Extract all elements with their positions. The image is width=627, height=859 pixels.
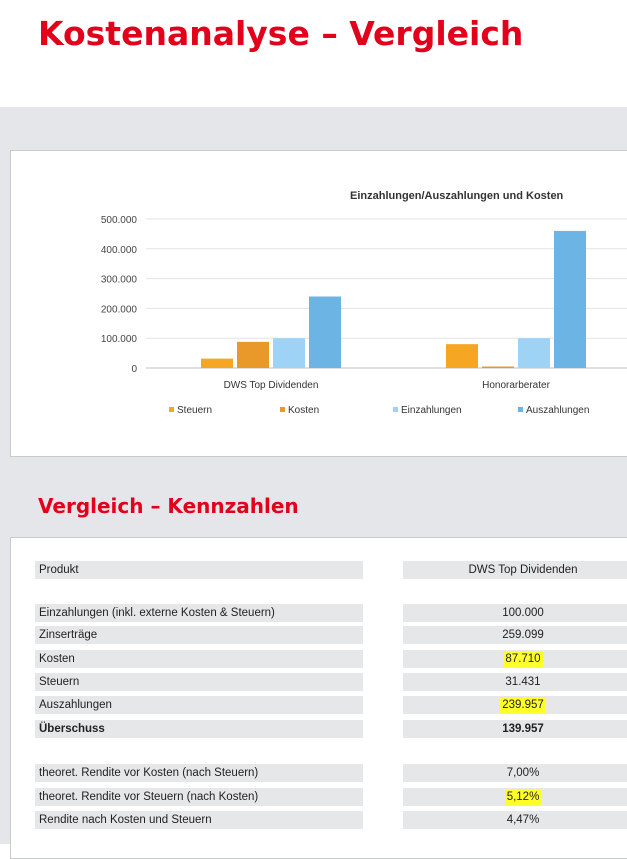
row-value: 139.957 [403,720,627,738]
row-value: 239.957 [403,696,627,714]
y-tick-label: 0 [131,364,137,375]
value-text: 7,00% [506,767,540,779]
legend-swatch [169,407,174,412]
kennzahlen-table: Produkt DWS Top Dividenden Einzahlungen … [10,537,627,859]
row-value: 259.099 [403,626,627,644]
row-value: 5,12% [403,788,627,806]
value-text: 100.000 [502,607,544,619]
row-value: 31.431 [403,673,627,691]
legend-entry: Einzahlungen [401,405,462,416]
y-tick-label: 100.000 [101,334,138,345]
highlighted-value: 239.957 [500,697,546,713]
legend-entry: Kosten [288,405,319,416]
bar [482,366,514,368]
y-tick-label: 200.000 [101,304,138,315]
row-label: Rendite nach Kosten und Steuern [35,811,363,829]
row-label: Kosten [35,650,363,668]
row-label: Zinserträge [35,626,363,644]
highlighted-value: 87.710 [503,651,543,667]
value-text: 139.957 [502,723,544,735]
bar-chart: Einzahlungen/Auszahlungen und Kosten 500.… [101,190,627,416]
legend-entry: Auszahlungen [526,405,589,416]
bar [309,296,341,368]
legend-swatch [280,407,285,412]
value-text: 4,47% [506,814,540,826]
legend-swatch [518,407,523,412]
section-title: Vergleich – Kennzahlen [38,494,299,518]
highlighted-value: 5,12% [504,789,542,805]
chart-panel: Einzahlungen/Auszahlungen und Kosten 500.… [10,150,627,457]
row-label: Auszahlungen [35,696,363,714]
x-category-label: Honorarberater [482,380,550,391]
legend-swatch [393,407,398,412]
row-label: theoret. Rendite vor Kosten (nach Steuer… [35,764,363,782]
legend-entry: Steuern [177,405,212,416]
bar [518,338,550,368]
bar [446,344,478,368]
row-value: 4,47% [403,811,627,829]
value-text: 31.431 [505,676,541,688]
y-tick-label: 400.000 [101,245,138,256]
header-label: Produkt [35,561,363,579]
row-label: Steuern [35,673,363,691]
page-title: Kostenanalyse – Vergleich [38,14,524,53]
value-text: 259.099 [502,629,544,641]
bar [273,338,305,368]
header-value: DWS Top Dividenden [403,561,627,579]
y-tick-label: 300.000 [101,275,138,286]
bar [237,341,269,368]
row-value: 87.710 [403,650,627,668]
bar [201,358,233,368]
row-label: theoret. Rendite vor Steuern (nach Koste… [35,788,363,806]
row-label: Überschuss [35,720,363,738]
chart-title: Einzahlungen/Auszahlungen und Kosten [350,190,564,202]
bar [554,230,586,368]
row-value: 7,00% [403,764,627,782]
row-value: 100.000 [403,604,627,622]
y-tick-label: 500.000 [101,215,138,226]
x-category-label: DWS Top Dividenden [224,380,319,391]
row-label: Einzahlungen (inkl. externe Kosten & Ste… [35,604,363,622]
